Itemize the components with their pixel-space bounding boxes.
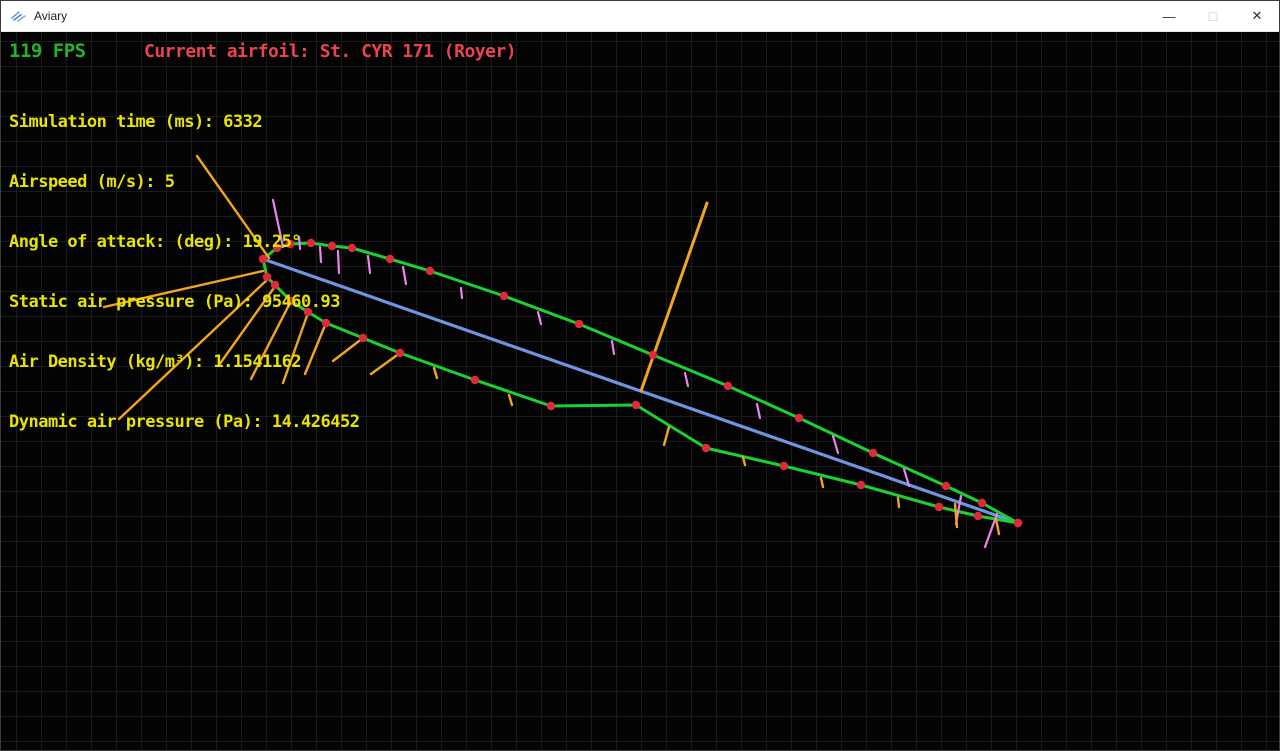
stat-static-pressure: Static air pressure (Pa): 95460.93 <box>9 292 341 312</box>
stat-simulation-time: Simulation time (ms): 6332 <box>9 112 263 132</box>
close-button[interactable]: ✕ <box>1251 8 1263 23</box>
stats-block: Simulation time (ms): 6332 Airspeed (m/s… <box>9 72 360 472</box>
stat-dynamic-pressure: Dynamic air pressure (Pa): 14.426452 <box>9 412 360 432</box>
titlebar: Aviary — □ ✕ <box>1 1 1279 32</box>
aviary-logo-icon <box>11 10 26 22</box>
window-title: Aviary <box>34 9 68 23</box>
airfoil-plot-svg <box>102 154 1023 549</box>
current-airfoil-label: Current airfoil: St. CYR 171 (Royer) <box>144 41 517 62</box>
minimize-button[interactable]: — <box>1162 8 1176 24</box>
sim-canvas[interactable]: 119 FPS Current airfoil: St. CYR 171 (Ro… <box>1 31 1279 750</box>
maximize-button[interactable]: □ <box>1208 8 1218 24</box>
fps-counter: 119 FPS <box>9 40 86 62</box>
stat-angle-of-attack: Angle of attack: (deg): 19.25° <box>9 232 302 252</box>
stat-air-density: Air Density (kg/m³): 1.1541162 <box>9 352 302 372</box>
window-controls: — □ ✕ <box>1147 1 1279 31</box>
stat-airspeed: Airspeed (m/s): 5 <box>9 172 175 192</box>
